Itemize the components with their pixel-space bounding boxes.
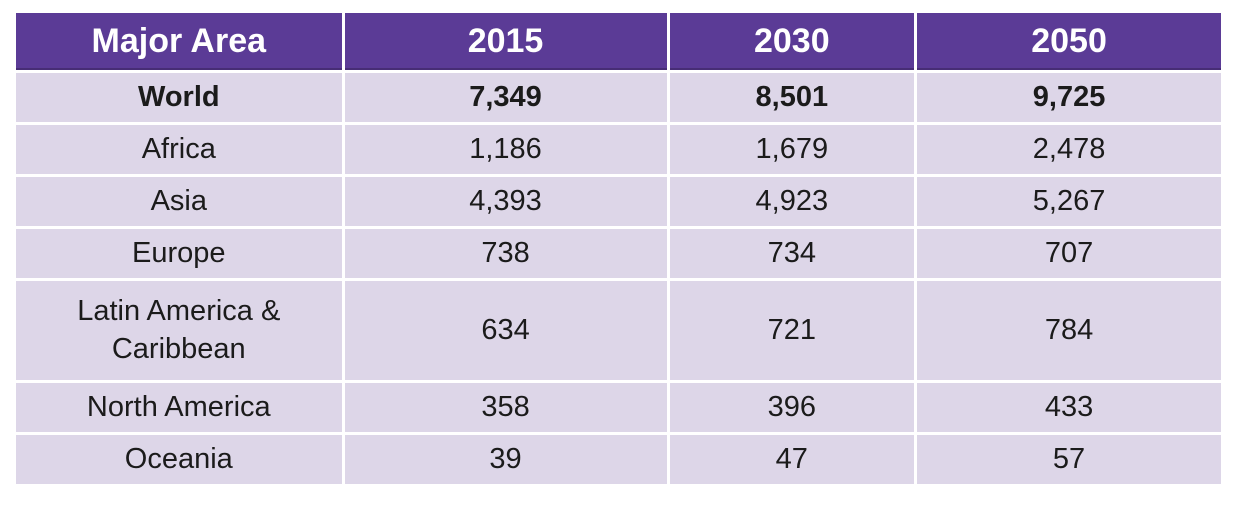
cell-area: Asia — [13, 174, 345, 229]
cell-2015: 39 — [341, 432, 670, 487]
cell-area: Oceania — [13, 432, 345, 487]
cell-area: World — [13, 70, 345, 125]
population-table: Major Area 2015 2030 2050 World 7,349 8,… — [13, 10, 1224, 487]
cell-2030: 8,501 — [666, 70, 918, 125]
cell-2030: 47 — [666, 432, 918, 487]
cell-2030: 734 — [666, 226, 918, 281]
cell-2050: 433 — [914, 380, 1224, 435]
cell-2050: 2,478 — [914, 122, 1224, 177]
cell-2030: 1,679 — [666, 122, 918, 177]
cell-2030: 396 — [666, 380, 918, 435]
cell-2015: 1,186 — [341, 122, 670, 177]
cell-2015: 738 — [341, 226, 670, 281]
column-header-2050: 2050 — [914, 10, 1224, 73]
header-row: Major Area 2015 2030 2050 — [13, 10, 1224, 73]
column-header-2030: 2030 — [666, 10, 918, 73]
cell-2050: 5,267 — [914, 174, 1224, 229]
table-row-oceania: Oceania 39 47 57 — [13, 432, 1224, 487]
cell-2030: 4,923 — [666, 174, 918, 229]
column-header-2015: 2015 — [341, 10, 670, 73]
table-row-asia: Asia 4,393 4,923 5,267 — [13, 174, 1224, 229]
cell-2030: 721 — [666, 278, 918, 383]
table-row-north-america: North America 358 396 433 — [13, 380, 1224, 435]
cell-2050: 57 — [914, 432, 1224, 487]
cell-2015: 358 — [341, 380, 670, 435]
table-row-europe: Europe 738 734 707 — [13, 226, 1224, 281]
cell-2050: 784 — [914, 278, 1224, 383]
cell-area: Europe — [13, 226, 345, 281]
cell-area: North America — [13, 380, 345, 435]
cell-area: Latin America & Caribbean — [13, 278, 345, 383]
cell-2050: 707 — [914, 226, 1224, 281]
table-row-africa: Africa 1,186 1,679 2,478 — [13, 122, 1224, 177]
cell-2015: 7,349 — [341, 70, 670, 125]
cell-2015: 634 — [341, 278, 670, 383]
cell-2050: 9,725 — [914, 70, 1224, 125]
table-row-world: World 7,349 8,501 9,725 — [13, 70, 1224, 125]
column-header-major-area: Major Area — [13, 10, 345, 73]
cell-2015: 4,393 — [341, 174, 670, 229]
table-row-latin-america-caribbean: Latin America & Caribbean 634 721 784 — [13, 278, 1224, 383]
cell-area: Africa — [13, 122, 345, 177]
